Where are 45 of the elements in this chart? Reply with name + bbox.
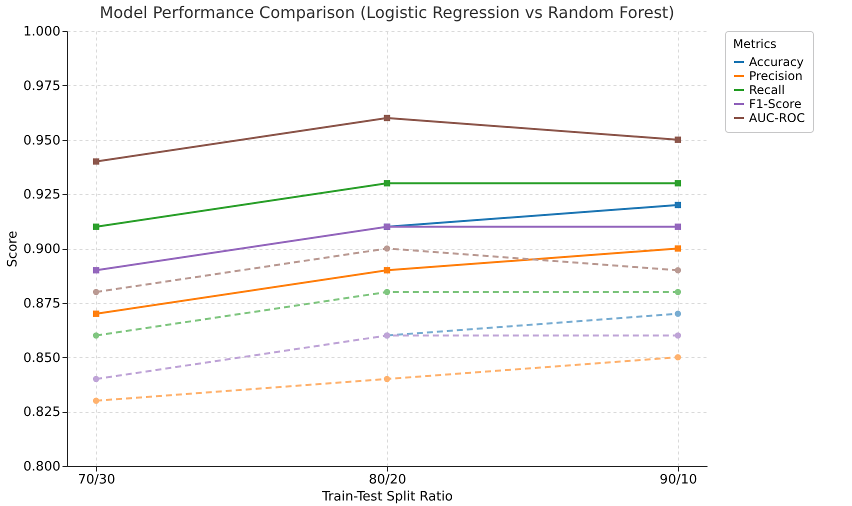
point xyxy=(674,224,682,230)
point xyxy=(674,332,682,339)
point xyxy=(92,376,100,382)
point xyxy=(674,288,682,296)
legend-title: Metrics xyxy=(733,37,777,51)
point xyxy=(92,310,100,317)
y-tick-label: 1.000 xyxy=(23,24,60,40)
y-tick-label: 0.900 xyxy=(23,242,60,257)
point xyxy=(92,398,100,404)
legend-label: F1-Score xyxy=(749,97,802,111)
legend-label: Recall xyxy=(749,83,785,97)
point xyxy=(674,267,682,274)
y-tick-label: 0.975 xyxy=(23,78,60,94)
y-tick-label: 0.850 xyxy=(23,350,60,366)
x-tick-label: 80/20 xyxy=(368,472,406,488)
point xyxy=(384,180,390,186)
y-tick-label: 0.800 xyxy=(23,460,60,474)
point xyxy=(384,376,390,382)
point xyxy=(384,114,390,122)
point xyxy=(674,245,682,252)
point xyxy=(92,224,100,230)
x-axis-title: Train-Test Split Ratio xyxy=(321,490,453,504)
point xyxy=(92,288,100,296)
point xyxy=(92,158,100,165)
y-tick-label: 0.925 xyxy=(23,188,60,203)
y-axis-title: Score xyxy=(5,230,20,268)
legend-label: AUC-ROC xyxy=(749,111,805,125)
y-tick-label: 0.950 xyxy=(23,133,60,148)
point xyxy=(674,310,682,317)
point xyxy=(674,354,682,360)
y-tick-label: 0.825 xyxy=(23,405,60,420)
point xyxy=(674,136,682,143)
point xyxy=(384,288,390,296)
y-tick-label: 0.875 xyxy=(23,296,60,312)
x-tick-label: 70/30 xyxy=(78,472,116,488)
point xyxy=(674,180,682,186)
point xyxy=(92,332,100,339)
legend-label: Accuracy xyxy=(749,55,804,69)
legend-label: Precision xyxy=(749,69,803,83)
chart-title: Model Performance Comparison (Logistic Regression vs Random Forest) xyxy=(100,3,674,22)
x-tick-label: 90/10 xyxy=(660,472,698,488)
point xyxy=(92,267,100,274)
point xyxy=(384,245,390,252)
point xyxy=(674,202,682,208)
point xyxy=(384,267,390,274)
